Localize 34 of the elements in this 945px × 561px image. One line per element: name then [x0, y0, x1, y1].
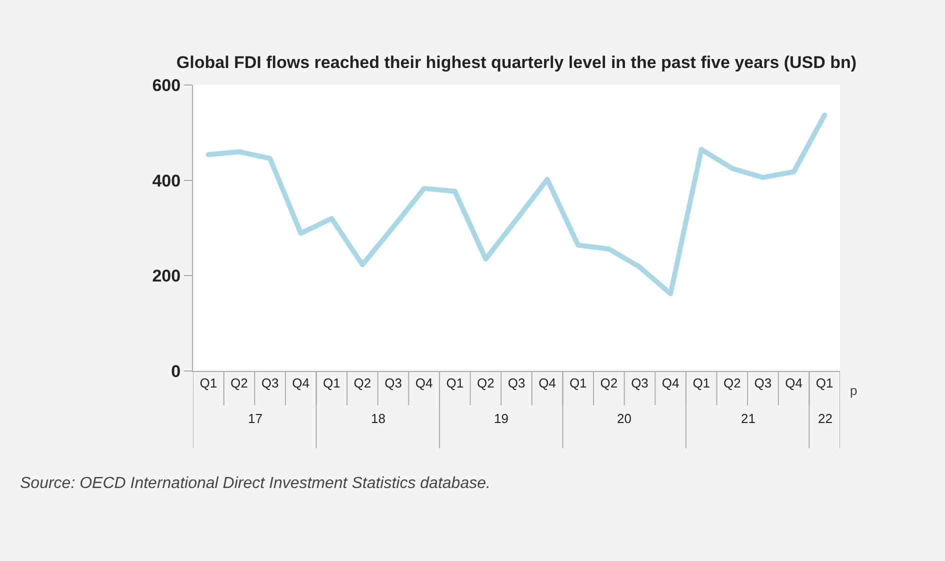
x-tick-label: Q3 [384, 376, 402, 391]
x-tick-label: Q1 [200, 376, 218, 391]
x-tick-label: Q2 [477, 376, 494, 391]
source-note: Source: OECD International Direct Investment Statistics database. [20, 475, 490, 492]
x-tick-label: Q1 [816, 376, 834, 391]
x-tick-label: Q4 [538, 376, 556, 391]
x-tick-label: Q1 [692, 376, 710, 391]
text: 22 [818, 411, 832, 426]
x-tick-label: Q2 [354, 376, 372, 391]
x-tick-label: Q1 [322, 376, 340, 391]
x-tick-label: Q1 [569, 376, 587, 391]
y-tick-label: 400 [152, 171, 181, 190]
text: 20 [617, 411, 632, 426]
x-tick-label: Q3 [261, 376, 279, 391]
text: 18 [371, 411, 386, 426]
y-tick-label: 200 [152, 266, 181, 286]
x-tick-label: Q4 [785, 376, 802, 391]
text: 19 [494, 411, 508, 426]
y-tick-label: 0 [171, 362, 181, 381]
text: 17 [248, 411, 262, 426]
text: p [850, 383, 858, 398]
x-tick-label: Q2 [600, 376, 618, 391]
x-tick-label: Q4 [662, 376, 680, 391]
y-tick-label: 600 [152, 76, 181, 95]
x-tick-label: Q3 [754, 376, 772, 391]
x-tick-label: Q1 [446, 376, 464, 391]
chart-title: Global FDI flows reached their highest quarterly level in the past five years (USD bn) [176, 53, 857, 72]
x-tick-label: Q4 [292, 376, 310, 391]
x-tick-label: Q4 [415, 376, 433, 391]
x-tick-label: Q3 [508, 376, 526, 391]
text: 21 [741, 411, 756, 426]
x-tick-label: Q3 [631, 376, 648, 391]
x-tick-label: Q2 [724, 376, 741, 391]
x-tick-label: Q2 [230, 376, 248, 391]
